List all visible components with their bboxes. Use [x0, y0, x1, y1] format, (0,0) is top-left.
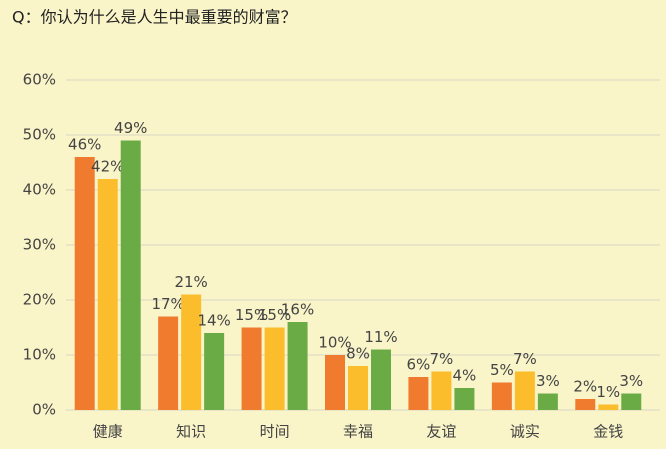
value-label: 2% — [573, 378, 597, 396]
bar — [348, 366, 368, 410]
bar — [97, 179, 118, 410]
x-tick-label: 金钱 — [593, 423, 623, 441]
bar — [241, 327, 262, 410]
y-tick-label: 10% — [23, 346, 56, 364]
value-label: 15% — [235, 306, 268, 324]
value-label: 7% — [513, 350, 537, 368]
bar — [621, 393, 642, 410]
x-tick-label: 诚实 — [510, 423, 540, 441]
value-label: 3% — [619, 372, 643, 390]
bar — [204, 333, 225, 410]
value-label: 3% — [536, 372, 560, 390]
value-label: 1% — [596, 383, 620, 401]
value-label: 4% — [453, 367, 477, 385]
bar — [598, 404, 619, 410]
bar — [264, 327, 285, 410]
y-tick-label: 20% — [23, 291, 56, 309]
x-tick-label: 友谊 — [426, 423, 456, 441]
bar — [408, 377, 429, 410]
bar — [325, 355, 345, 410]
y-tick-label: 40% — [23, 181, 56, 199]
bar — [575, 399, 596, 410]
bar — [287, 322, 308, 410]
value-label: 6% — [407, 356, 431, 374]
bar — [514, 371, 535, 410]
x-tick-label: 幸福 — [343, 423, 373, 441]
value-label: 5% — [490, 361, 514, 379]
value-label: 46% — [68, 136, 101, 154]
bar — [181, 294, 202, 410]
bar — [74, 157, 95, 410]
value-label: 17% — [151, 295, 184, 313]
value-label: 10% — [318, 334, 351, 352]
bar — [454, 388, 475, 410]
bar — [491, 382, 512, 410]
value-label: 8% — [346, 345, 370, 363]
y-tick-label: 30% — [23, 236, 56, 254]
value-label: 21% — [174, 273, 207, 291]
y-tick-label: 60% — [23, 71, 56, 89]
bar — [537, 393, 558, 410]
chart-title: Q：你认为什么是人生中最重要的财富？ — [12, 8, 297, 27]
value-label: 49% — [114, 119, 147, 137]
value-label: 15% — [258, 306, 291, 324]
bar — [431, 371, 452, 410]
x-tick-label: 时间 — [260, 423, 290, 441]
value-label: 14% — [197, 312, 230, 330]
bar — [371, 349, 391, 410]
x-tick-label: 健康 — [93, 423, 123, 441]
bar — [158, 316, 179, 410]
x-tick-label: 知识 — [176, 423, 206, 441]
y-tick-label: 0% — [32, 401, 56, 419]
value-label: 11% — [364, 328, 397, 346]
y-tick-label: 50% — [23, 126, 56, 144]
value-label: 7% — [430, 350, 454, 368]
value-label: 42% — [91, 158, 124, 176]
bar — [120, 140, 141, 410]
value-label: 16% — [281, 301, 314, 319]
